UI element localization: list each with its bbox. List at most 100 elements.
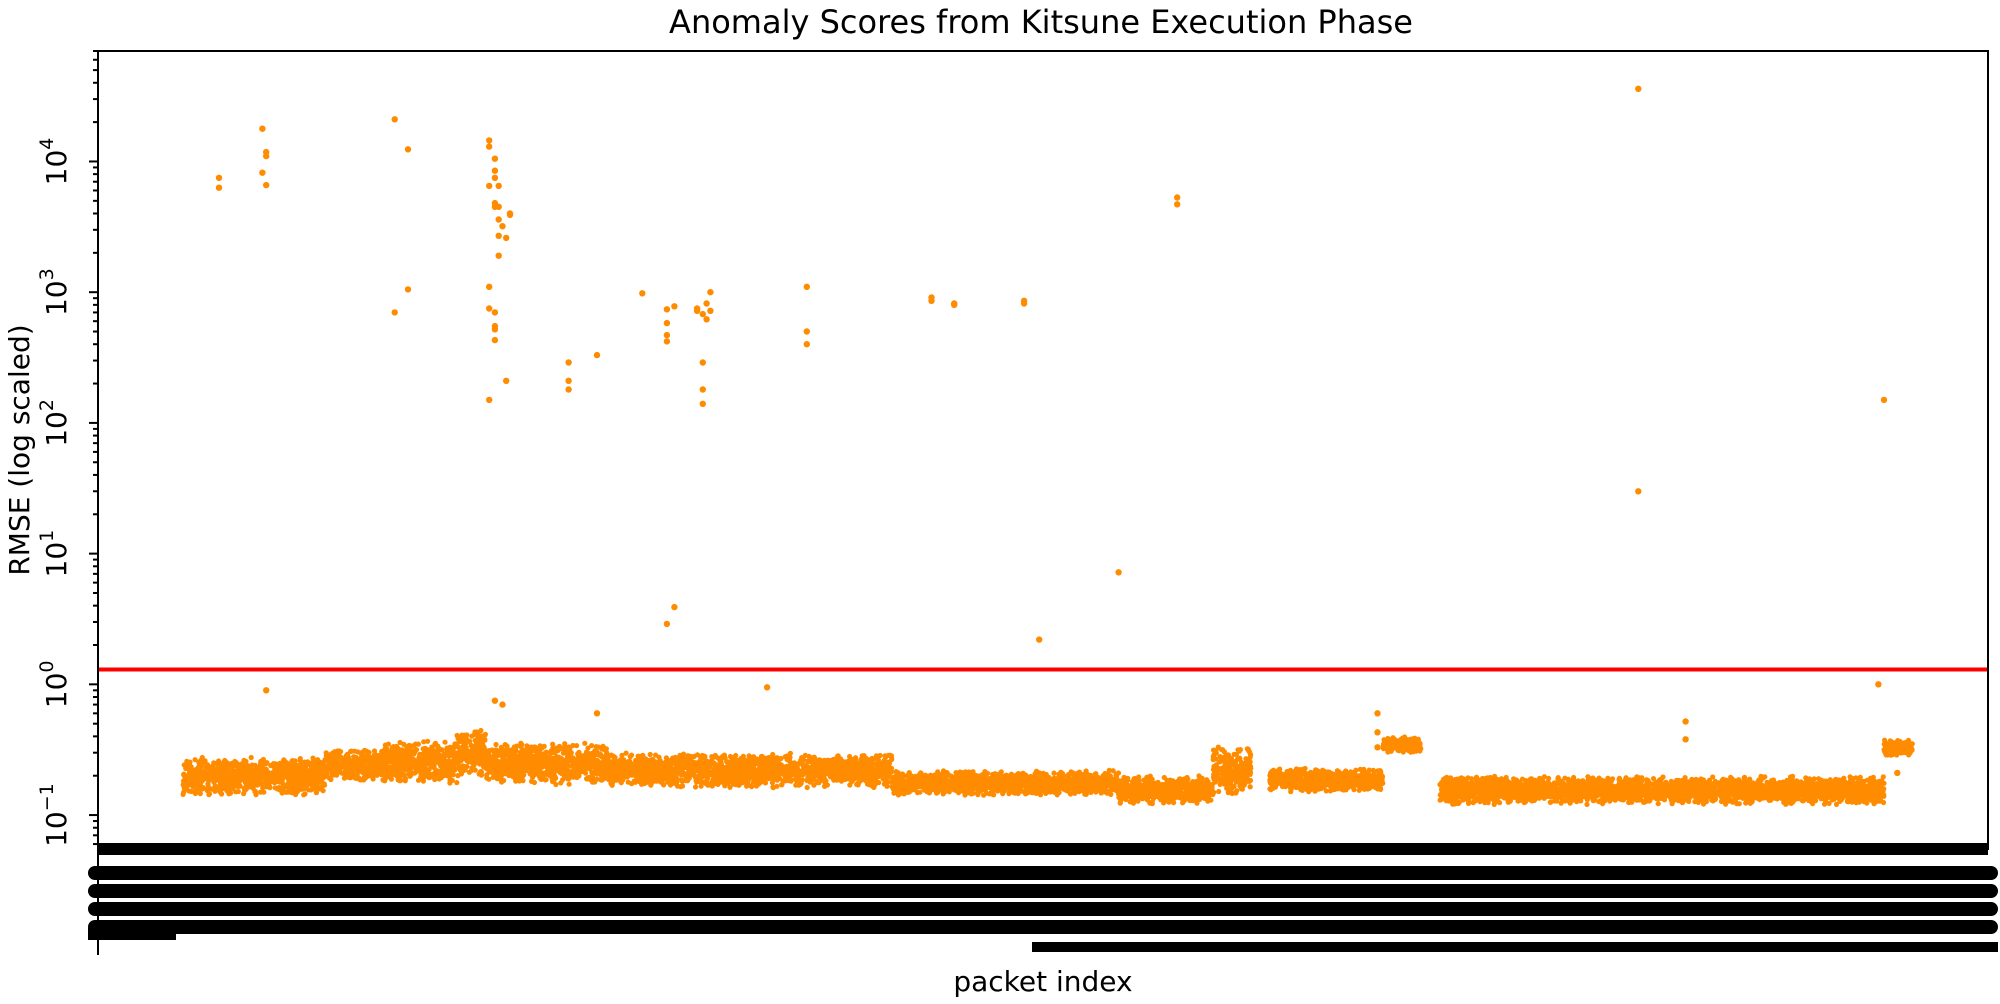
baseline-point	[764, 755, 770, 761]
baseline-point	[464, 764, 470, 770]
baseline-point	[421, 768, 427, 775]
baseline-point	[251, 781, 257, 787]
baseline-point	[299, 782, 305, 789]
baseline-point	[564, 751, 570, 757]
baseline-point	[221, 763, 227, 769]
baseline-point	[402, 778, 408, 784]
baseline-point	[541, 753, 548, 759]
baseline-point	[372, 764, 378, 770]
baseline-point	[329, 757, 335, 764]
baseline-point	[201, 758, 207, 765]
baseline-point	[540, 764, 546, 770]
baseline-point	[830, 768, 836, 774]
baseline-point	[787, 771, 793, 777]
baseline-point	[294, 763, 300, 770]
baseline-point	[770, 774, 776, 781]
baseline-point	[303, 763, 309, 770]
baseline-point	[537, 771, 543, 777]
baseline-point	[288, 782, 294, 788]
baseline-point	[271, 773, 277, 779]
baseline-point	[425, 759, 431, 766]
baseline-point	[449, 771, 455, 778]
baseline-point	[844, 769, 850, 775]
baseline-point	[884, 763, 891, 769]
baseline-point	[256, 764, 263, 770]
baseline-point	[401, 765, 407, 772]
baseline-point	[456, 755, 462, 761]
baseline-point	[597, 771, 604, 778]
baseline-point	[380, 750, 386, 756]
baseline-point	[738, 763, 744, 770]
baseline-point	[263, 761, 269, 767]
baseline-point	[879, 763, 885, 769]
baseline-point	[566, 781, 572, 787]
baseline-point	[427, 771, 433, 777]
baseline-point	[268, 778, 274, 784]
baseline-point	[678, 784, 684, 790]
baseline-point	[486, 762, 492, 768]
baseline-point	[397, 752, 403, 758]
baseline-point	[742, 775, 748, 781]
baseline-point	[447, 744, 453, 750]
baseline-point	[212, 783, 218, 789]
baseline-point	[429, 744, 435, 750]
baseline-point	[516, 765, 522, 771]
baseline-point	[732, 772, 739, 778]
baseline-point	[495, 763, 501, 770]
baseline-point	[188, 788, 194, 795]
baseline-point	[186, 771, 192, 778]
baseline-point	[570, 758, 576, 764]
baseline-point	[442, 770, 448, 777]
baseline-point	[302, 791, 308, 797]
baseline-point	[339, 755, 345, 761]
baseline-point	[351, 767, 357, 773]
baseline-point	[473, 751, 479, 758]
baseline-point	[252, 788, 258, 795]
baseline-point	[748, 783, 754, 789]
baseline-point	[321, 781, 327, 787]
baseline-point	[739, 757, 746, 763]
baseline-point	[737, 768, 743, 775]
baseline-point	[607, 772, 614, 778]
baseline-point	[336, 750, 342, 756]
baseline-point	[547, 750, 554, 756]
baseline-point	[295, 776, 301, 782]
baseline-point	[206, 792, 212, 798]
baseline-point	[648, 759, 654, 766]
baseline-point	[676, 767, 682, 773]
baseline-point	[315, 767, 321, 773]
baseline-point	[401, 741, 407, 748]
baseline-point	[639, 773, 645, 780]
baseline-point	[840, 758, 846, 764]
baseline-point	[489, 747, 495, 753]
baseline-point	[380, 764, 386, 771]
baseline-point	[447, 780, 453, 786]
baseline-point	[627, 754, 633, 760]
baseline-point	[653, 752, 659, 758]
baseline-point	[816, 757, 823, 763]
baseline-point	[380, 770, 386, 777]
baseline-point	[446, 758, 452, 764]
baseline-point	[531, 753, 537, 759]
baseline-point	[195, 764, 201, 771]
baseline-point	[801, 762, 807, 768]
baseline-point	[856, 763, 862, 769]
baseline-point	[847, 782, 853, 788]
baseline-point	[866, 766, 872, 773]
baseline-point	[674, 779, 680, 785]
baseline-point	[205, 784, 211, 790]
baseline-point	[247, 772, 253, 778]
baseline-point	[811, 762, 817, 768]
baseline-point	[555, 762, 561, 768]
baseline-point	[388, 765, 394, 771]
data-points	[180, 85, 1915, 808]
baseline-point	[748, 775, 755, 781]
baseline-point	[532, 744, 538, 750]
baseline-point	[465, 751, 471, 757]
baseline-point	[456, 738, 462, 745]
baseline-point	[779, 770, 785, 776]
baseline-point	[484, 772, 490, 778]
baseline-point	[635, 762, 642, 768]
baseline-point	[357, 763, 363, 770]
